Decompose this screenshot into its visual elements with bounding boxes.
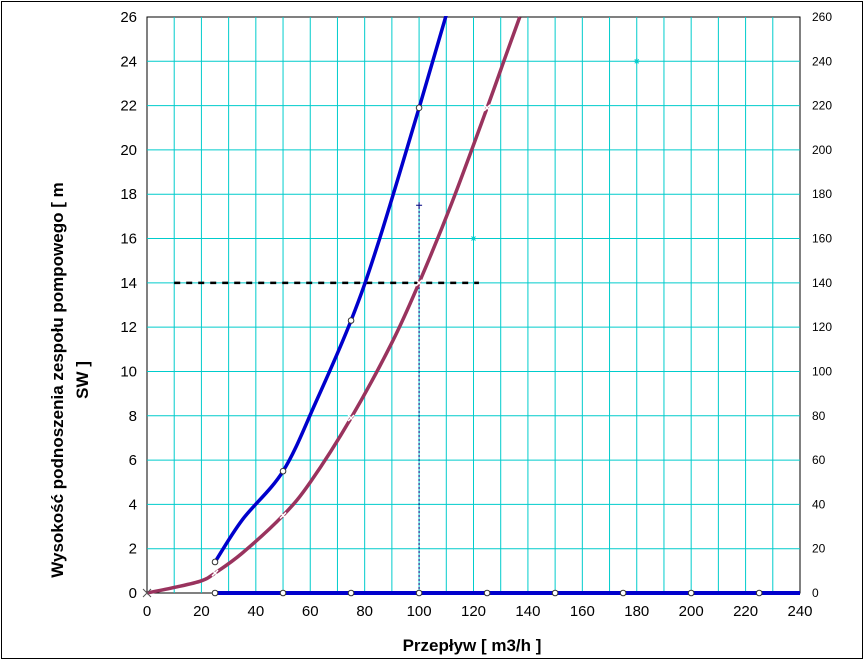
series-point-curve-blue: [415, 104, 423, 112]
series-point-curve-maroon: [279, 511, 287, 519]
x-tick-label: 20: [193, 603, 210, 620]
y-tick-label: 16: [120, 231, 137, 248]
series-point-curve-blue: [211, 558, 219, 566]
y2-tick-label: 40: [812, 497, 826, 511]
series-point-curve-maroon: [415, 279, 423, 287]
x-tick-label: 140: [515, 603, 540, 620]
reference-line-top-tick: [416, 202, 423, 209]
x-tick-label: 0: [143, 603, 151, 620]
series-point-baseline-blue: [551, 589, 559, 597]
y-tick-label: 8: [129, 408, 137, 425]
y2-tick-label: 120: [812, 320, 832, 334]
x-tick-label: 160: [570, 603, 595, 620]
series-point-baseline-blue: [687, 589, 695, 597]
series-point-curve-maroon: [347, 414, 355, 422]
y-axis-title-line2: SW ]: [73, 361, 92, 399]
tick-labels: 0 20 40 60 80 100 120 140 160 180 200 220 2400246810…: [120, 9, 832, 620]
x-axis-title: Przepływ [ m3/h ]: [403, 636, 542, 655]
series-point-curve-blue: [347, 317, 355, 324]
y2-tick-label: 180: [812, 187, 832, 201]
series-point-curve-maroon: [483, 104, 491, 112]
x-tick-label: 180: [624, 603, 649, 620]
stray-marker: [470, 235, 477, 242]
y-tick-label: 12: [120, 319, 137, 336]
series-line-curve-maroon: [147, 16, 522, 595]
x-tick-label: 40: [247, 603, 264, 620]
series-point-baseline-blue: [755, 589, 763, 597]
series-line-curve-blue: [213, 16, 448, 563]
series-group: [142, 16, 800, 598]
x-tick-label: 240: [787, 603, 812, 620]
y2-tick-label: 260: [812, 10, 832, 24]
y-tick-label: 4: [129, 496, 137, 513]
origin-marker: [142, 588, 152, 598]
y2-tick-label: 0: [812, 586, 819, 600]
y2-tick-label: 220: [812, 99, 832, 113]
series-point-baseline-blue: [211, 589, 219, 597]
y-tick-label: 0: [129, 585, 137, 602]
y2-tick-label: 60: [812, 453, 826, 467]
y-tick-label: 22: [120, 98, 137, 115]
series-point-baseline-blue: [619, 589, 627, 597]
y-tick-label: 6: [129, 452, 137, 469]
x-tick-label: 100: [407, 603, 432, 620]
x-tick-label: 80: [356, 603, 373, 620]
series-point-curve-maroon: [211, 569, 219, 577]
y-tick-label: 10: [120, 363, 137, 380]
y-tick-label: 20: [120, 142, 137, 159]
series-point-baseline-blue: [279, 589, 287, 597]
x-tick-label: 220: [733, 603, 758, 620]
series-point-baseline-blue: [483, 589, 491, 597]
y2-tick-label: 140: [812, 276, 832, 290]
y-tick-label: 26: [120, 9, 137, 26]
y2-tick-label: 160: [812, 232, 832, 246]
reference-lines: [174, 202, 479, 593]
y-tick-label: 2: [129, 541, 137, 558]
y-tick-label: 18: [120, 186, 137, 203]
y2-tick-label: 80: [812, 409, 826, 423]
y2-tick-label: 240: [812, 54, 832, 68]
x-tick-label: 200: [679, 603, 704, 620]
series-point-baseline-blue: [415, 589, 423, 597]
y-tick-label: 24: [120, 53, 137, 70]
y2-tick-label: 100: [812, 364, 832, 378]
y-axis-title-line1: Wysokość podnoszenia zespołu pompowego […: [48, 182, 67, 577]
x-tick-label: 60: [302, 603, 319, 620]
y-tick-label: 14: [120, 275, 137, 292]
stray-marker: [633, 58, 640, 65]
x-tick-label: 120: [461, 603, 486, 620]
series-point-curve-blue: [279, 467, 287, 475]
series-point-baseline-blue: [347, 589, 355, 597]
y2-tick-label: 200: [812, 143, 832, 157]
y2-tick-label: 20: [812, 542, 826, 556]
